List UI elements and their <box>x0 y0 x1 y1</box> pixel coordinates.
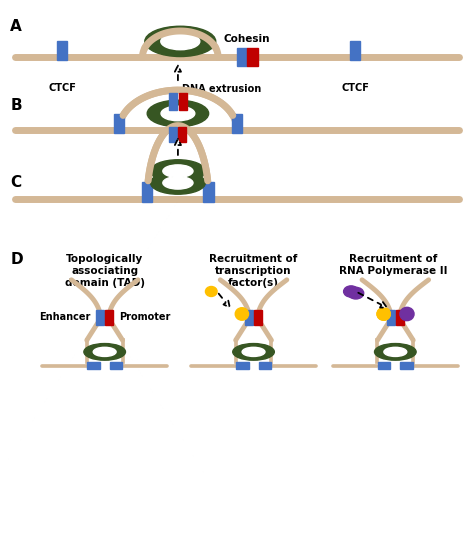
Bar <box>169 93 177 110</box>
Ellipse shape <box>344 286 358 297</box>
Text: CTCF: CTCF <box>341 83 369 93</box>
Ellipse shape <box>205 286 217 296</box>
Bar <box>401 362 413 369</box>
Ellipse shape <box>233 344 274 360</box>
Bar <box>109 362 122 369</box>
Ellipse shape <box>151 160 205 183</box>
Text: Recruitment of
transcription
factor(s): Recruitment of transcription factor(s) <box>210 255 298 287</box>
Text: D: D <box>10 252 23 267</box>
Bar <box>203 182 214 202</box>
Text: B: B <box>10 98 22 113</box>
Text: Topologically
associating
domain (TAD): Topologically associating domain (TAD) <box>64 255 145 287</box>
Bar <box>179 93 187 110</box>
Ellipse shape <box>377 307 390 320</box>
Ellipse shape <box>161 106 195 121</box>
Bar <box>258 362 271 369</box>
Ellipse shape <box>377 307 390 320</box>
Bar <box>350 41 360 60</box>
Text: Recruitment of
RNA Polymerase II: Recruitment of RNA Polymerase II <box>339 255 447 276</box>
Ellipse shape <box>242 348 265 356</box>
Bar <box>237 48 247 66</box>
Ellipse shape <box>93 348 116 356</box>
Ellipse shape <box>147 100 209 127</box>
Bar <box>378 362 390 369</box>
Text: Promoter: Promoter <box>118 312 170 323</box>
Bar <box>236 362 248 369</box>
Ellipse shape <box>145 26 216 57</box>
Ellipse shape <box>400 307 414 321</box>
Text: Cohesin: Cohesin <box>224 34 270 44</box>
Text: Enhancer: Enhancer <box>39 312 91 323</box>
Bar <box>105 310 113 325</box>
Text: A: A <box>10 19 22 34</box>
Ellipse shape <box>348 287 364 299</box>
Bar <box>96 310 104 325</box>
Bar <box>396 310 404 325</box>
Bar <box>114 114 124 133</box>
Bar <box>57 41 67 60</box>
Ellipse shape <box>84 344 126 360</box>
Bar <box>245 310 253 325</box>
Text: C: C <box>10 175 21 190</box>
Text: CTCF: CTCF <box>48 83 76 93</box>
Ellipse shape <box>163 177 193 189</box>
Bar <box>178 126 186 142</box>
Bar <box>247 48 258 66</box>
Ellipse shape <box>374 344 416 360</box>
Bar <box>169 126 177 142</box>
Bar <box>142 182 153 202</box>
Ellipse shape <box>235 307 248 320</box>
Text: DNA extrusion: DNA extrusion <box>182 84 261 94</box>
Ellipse shape <box>384 348 407 356</box>
Ellipse shape <box>151 172 205 194</box>
Bar <box>387 310 395 325</box>
Bar <box>232 114 242 133</box>
Bar <box>254 310 262 325</box>
Bar <box>87 362 100 369</box>
Ellipse shape <box>163 165 193 177</box>
Ellipse shape <box>161 33 200 50</box>
